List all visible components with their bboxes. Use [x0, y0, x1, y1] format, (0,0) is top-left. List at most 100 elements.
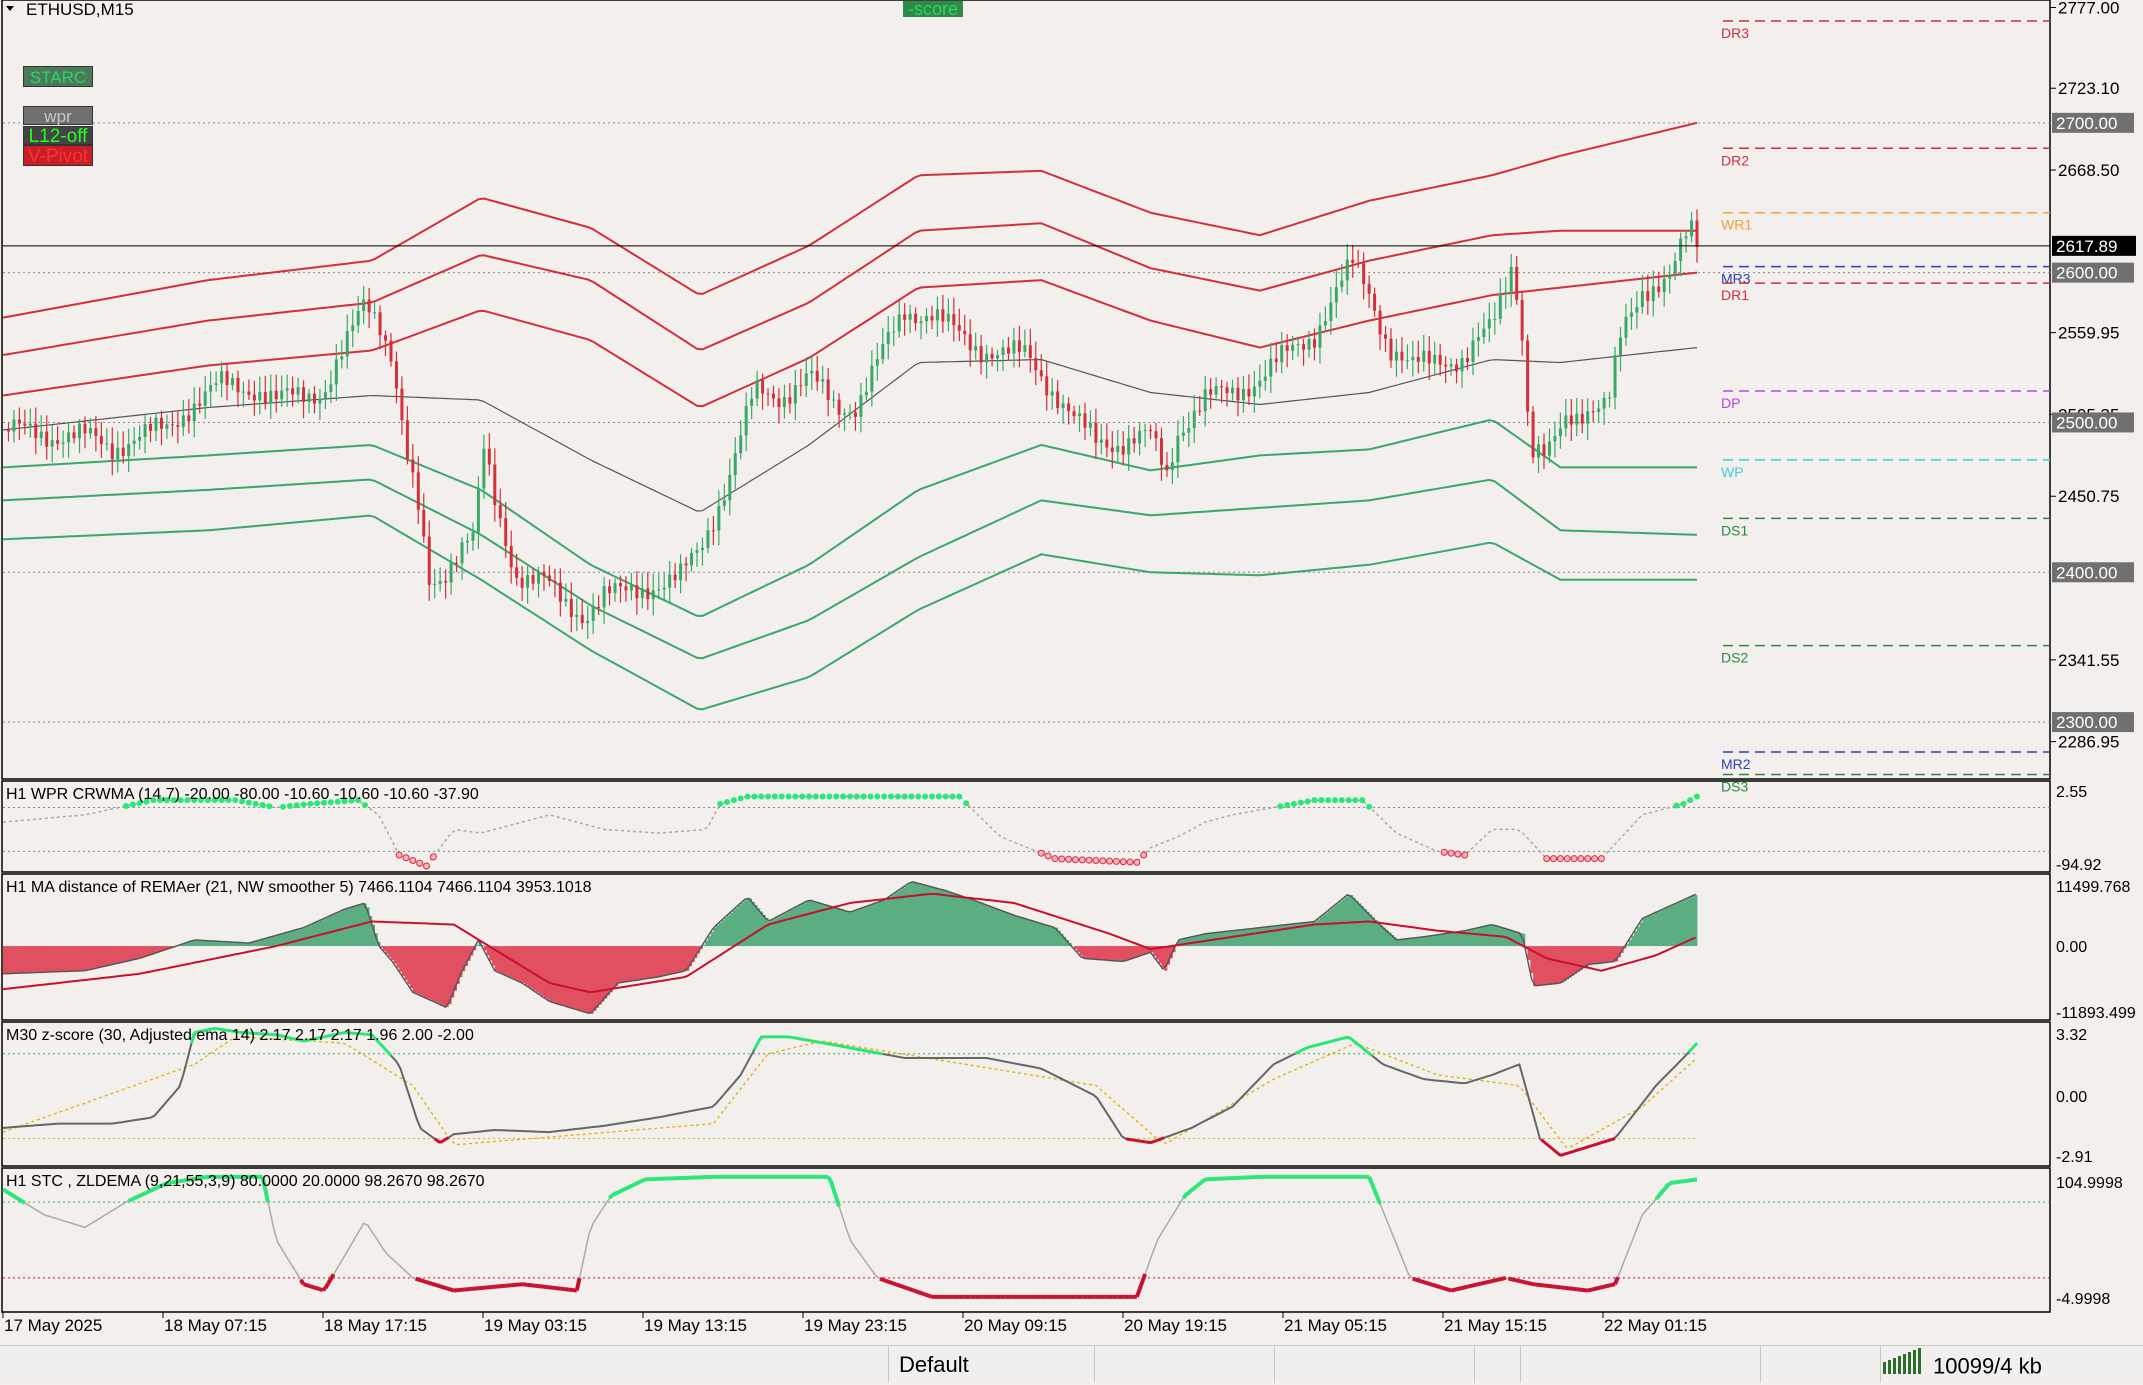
candle-body: [133, 441, 136, 444]
candle-body: [29, 424, 32, 426]
l12-toggle-button[interactable]: L12-off: [23, 126, 93, 145]
histogram-bar: [407, 946, 410, 984]
candle-body: [854, 412, 857, 417]
histogram-bar: [96, 946, 99, 968]
stc-extreme-segment: [1448, 1290, 1451, 1291]
stc-extreme-segment: [1519, 1281, 1522, 1282]
stc-extreme-segment: [634, 1183, 637, 1184]
candle-body: [1510, 267, 1513, 292]
candle-body: [515, 567, 518, 577]
histogram-bar: [1675, 904, 1678, 947]
traffic-label: 10099/4 kb: [1933, 1354, 2042, 1379]
stc-extreme-segment: [1375, 1190, 1378, 1197]
histogram-bar: [197, 940, 200, 946]
candle-body: [652, 590, 655, 599]
wpr-toggle-button[interactable]: wpr: [23, 106, 93, 125]
time-tick-label: 19 May 13:15: [644, 1316, 747, 1335]
candle-body: [925, 316, 928, 321]
candle-body: [395, 361, 398, 388]
wpr-oversold-dot: [417, 860, 423, 866]
wpr-overbought-dot: [1339, 797, 1345, 803]
candle-body: [209, 385, 212, 392]
histogram-bar: [435, 946, 438, 1002]
histogram-bar: [1101, 946, 1104, 960]
zscore-extreme-segment: [1549, 1146, 1552, 1148]
zscore-extreme-segment: [845, 1047, 848, 1048]
stc-extreme-segment: [435, 1285, 438, 1286]
histogram-bar: [1667, 907, 1670, 946]
candle-body: [1073, 411, 1076, 416]
histogram-bar: [1025, 919, 1028, 947]
price-tick-label: 2286.95: [2058, 733, 2119, 752]
chart-canvas[interactable]: 2777.002723.102668.502559.952505.352450.…: [0, 0, 2143, 1345]
stc-extreme-segment: [1498, 1279, 1501, 1280]
wpr-overbought-dot: [1680, 801, 1686, 807]
histogram-bar: [593, 946, 596, 1011]
histogram-bar: [88, 946, 91, 970]
candle-body: [499, 505, 502, 518]
histogram-bar: [713, 928, 716, 946]
zscore-toggle-button[interactable]: -score: [903, 1, 963, 17]
pivot-label: WR1: [1721, 217, 1752, 233]
histogram-bar: [429, 946, 432, 1000]
stc-extreme-segment: [883, 1280, 886, 1281]
candle-body: [182, 415, 185, 427]
profile-name[interactable]: Default: [888, 1346, 1094, 1383]
histogram-bar: [1194, 936, 1197, 946]
candle-body: [646, 588, 649, 599]
histogram-bar: [891, 895, 894, 946]
stc-extreme-segment: [612, 1194, 615, 1195]
candle-body: [471, 532, 474, 540]
wpr-overbought-dot: [827, 794, 833, 800]
histogram-bar: [858, 909, 861, 946]
candle-body: [510, 546, 513, 567]
histogram-bar: [1405, 939, 1408, 946]
zscore-extreme-segment: [1298, 1051, 1301, 1052]
histogram-bar: [388, 946, 391, 957]
histogram-bar: [839, 909, 842, 946]
zscore-extreme-segment: [1574, 1150, 1577, 1151]
stc-extreme-segment: [317, 1288, 320, 1289]
stc-extreme-segment: [145, 1192, 148, 1193]
stc-extreme-segment: [1446, 1289, 1449, 1290]
connection-status[interactable]: 10099/4 kb: [1880, 1346, 2143, 1383]
candle-body: [799, 385, 802, 386]
histogram-bar: [610, 946, 613, 992]
stc-extreme-segment: [22, 1201, 25, 1203]
chart-title: ETHUSD,M15: [26, 0, 134, 19]
wpr-oversold-dot: [1134, 859, 1140, 865]
histogram-bar: [1008, 913, 1011, 946]
histogram-bar: [1596, 946, 1599, 964]
candle-body: [991, 354, 994, 359]
histogram-bar: [1052, 927, 1055, 946]
candle-body: [1100, 440, 1103, 443]
candle-body: [23, 424, 26, 426]
stc-extreme-segment: [304, 1284, 307, 1285]
candle-body: [357, 311, 360, 325]
candle-body: [941, 309, 944, 321]
wpr-overbought-dot: [772, 794, 778, 800]
candle-body: [461, 542, 464, 563]
histogram-bar: [1118, 946, 1121, 961]
histogram-bar: [1364, 909, 1367, 946]
wpr-overbought-dot: [294, 802, 300, 808]
candle-body: [1089, 423, 1092, 428]
histogram-bar: [664, 946, 667, 976]
vpivot-toggle-button[interactable]: V-Pivot: [23, 145, 93, 166]
stc-extreme-segment: [1528, 1283, 1531, 1284]
histogram-bar: [672, 946, 675, 974]
zscore-extreme-segment: [435, 1139, 438, 1141]
wpr-overbought-dot: [1352, 797, 1358, 803]
starc-toggle-button[interactable]: STARC: [23, 66, 93, 87]
histogram-bar: [1161, 946, 1164, 967]
histogram-bar: [875, 903, 878, 946]
zscore-extreme-segment: [880, 1053, 883, 1054]
candle-body: [504, 518, 507, 546]
stc-extreme-segment: [1610, 1285, 1613, 1286]
stc-extreme-segment: [921, 1293, 924, 1294]
histogram-bar: [1227, 931, 1230, 946]
histogram-bar: [940, 889, 943, 946]
candle-body: [1012, 340, 1015, 353]
zscore-extreme-segment: [1161, 1138, 1164, 1139]
wpr-overbought-dot: [1291, 801, 1297, 807]
